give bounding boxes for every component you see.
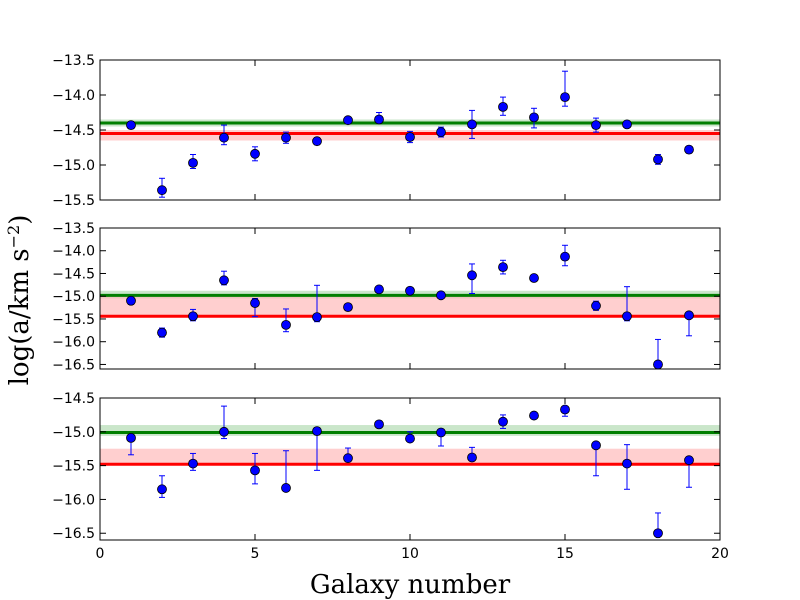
y-tick-label: −15.5 [52,459,95,475]
y-tick-label: −14.5 [52,123,95,139]
data-point [591,440,601,451]
data-point [529,112,539,123]
data-point [560,404,570,415]
y-axis-label: log(a/km s−2) [4,215,35,386]
y-axis-label-close: ) [5,215,35,225]
data-point [436,127,446,138]
data-point [560,251,570,262]
data-point [126,295,136,306]
data-point [498,416,508,427]
data-point [684,144,694,155]
plot-area [100,404,720,539]
data-point [374,419,384,430]
data-point [374,114,384,125]
y-tick-label: −16.0 [52,492,95,508]
data-point [157,484,167,495]
data-point [405,433,415,444]
y-tick-label: −16.5 [52,357,95,373]
plot-area [100,70,720,198]
data-point [250,465,260,476]
data-point [560,92,570,102]
x-tick-label: 15 [556,546,574,562]
data-point [250,298,260,308]
data-point [622,311,632,322]
data-point [126,120,136,130]
data-point [436,427,446,438]
data-point [188,458,198,469]
data-point [250,148,260,159]
data-point [219,426,229,437]
y-tick-label: −15.5 [52,312,95,328]
panels: −15.5 −15.0 −14.5 −14.0 −13.5 −16.5 −16.0 −15.5… [52,53,729,562]
y-tick-label: −14.5 [52,391,95,407]
data-point [405,132,415,142]
data-point [684,455,694,466]
data-point [622,458,632,469]
data-point [312,312,322,323]
panel-1: −15.5 −15.0 −14.5 −14.0 −13.5 [52,53,721,209]
x-tick-label: 10 [401,546,419,562]
data-point [498,262,508,273]
x-tick-label: 0 [96,546,105,562]
panel-3: −16.5 −16.0 −15.5 −15.0 −14.5 0 5 10 15 20 [52,391,729,562]
y-tick-label: −15.0 [52,158,95,174]
plot-area [100,244,720,369]
data-point [653,154,663,165]
y-tick-label: −14.0 [52,88,95,104]
data-point [343,302,353,313]
data-point [219,132,229,143]
data-point [529,410,539,421]
y-axis-label-main: log(a/km s [5,248,35,385]
data-point [591,120,601,130]
data-point [653,528,663,539]
data-point [498,102,508,112]
y-tick-label: −15.0 [52,425,95,441]
data-point [157,185,167,196]
data-point [281,319,291,330]
data-point [188,157,198,168]
data-point [219,275,229,286]
data-point [684,310,694,321]
panel-2: −16.5 −16.0 −15.5 −15.0 −14.5 −14.0 −13.5 [52,221,721,373]
data-point [188,311,198,322]
data-point [343,453,353,464]
y-tick-label: −16.0 [52,335,95,351]
y-tick-label: −15.5 [52,193,95,209]
data-point [467,270,477,281]
data-point [467,452,477,463]
y-axis-label-exponent: −2 [4,225,23,249]
data-point [312,426,322,437]
y-tick-label: −14.5 [52,266,95,282]
data-point [622,119,632,130]
y-tick-label: −13.5 [52,221,95,237]
y-tick-label: −14.0 [52,244,95,260]
data-point [374,284,384,295]
x-tick-label: 5 [251,546,260,562]
y-tick-label: −16.5 [52,526,95,542]
data-point [591,300,601,311]
data-point [126,432,136,443]
data-point [281,132,291,143]
data-point [467,119,477,130]
data-point [436,290,446,301]
x-axis-label: Galaxy number [310,570,511,600]
data-point [312,136,322,147]
data-point [281,483,291,493]
data-point [653,359,663,369]
y-tick-label: −15.0 [52,289,95,305]
green-band [100,425,720,436]
data-point [529,273,539,283]
x-tick-label: 20 [711,546,729,562]
data-point [405,285,415,296]
data-point [343,115,353,126]
y-tick-label: −13.5 [52,53,95,69]
data-point [157,327,167,338]
